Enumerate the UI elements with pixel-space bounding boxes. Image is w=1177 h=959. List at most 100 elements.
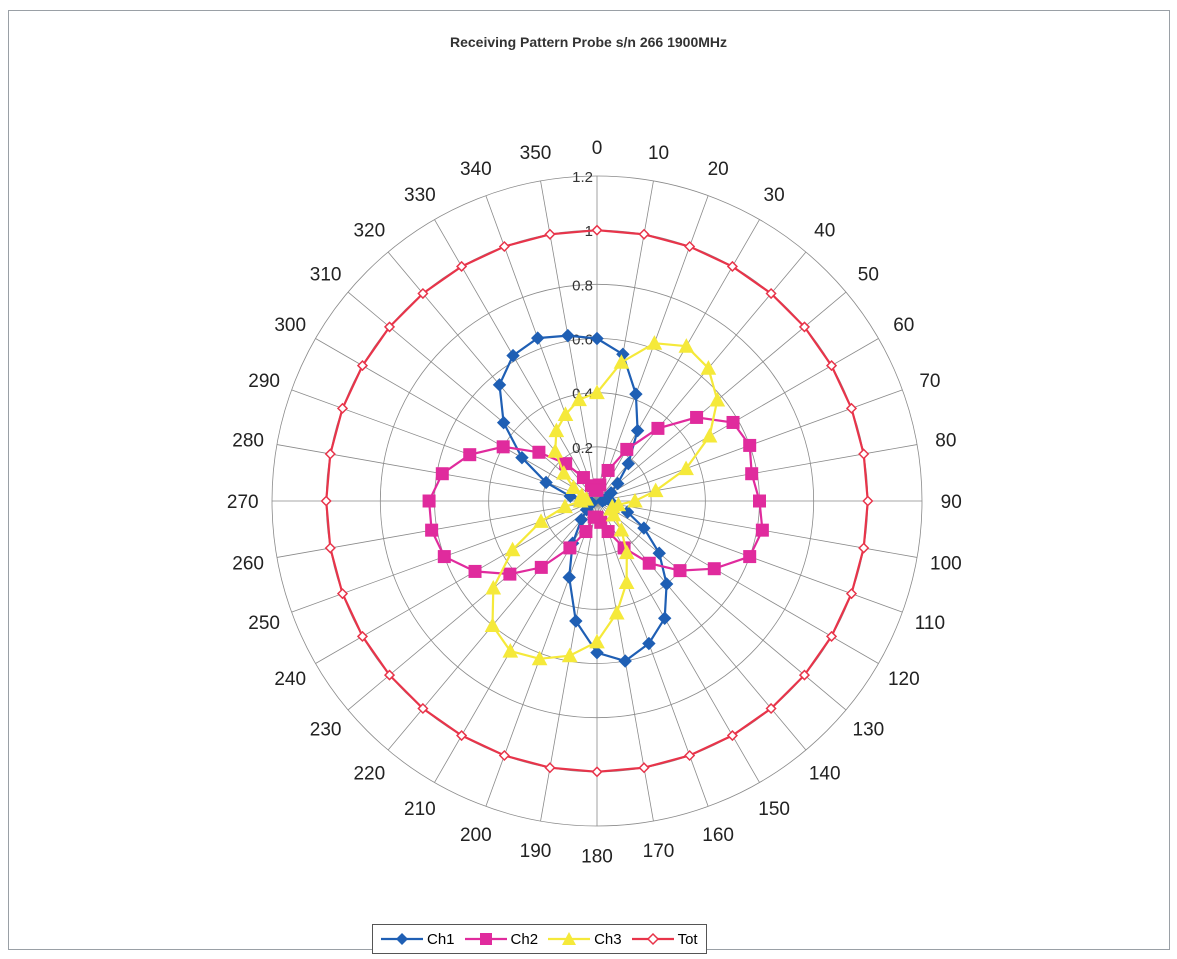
legend-item-ch2: Ch2 — [464, 930, 539, 948]
data-point-tot — [336, 402, 349, 414]
data-point-ch1 — [590, 331, 604, 346]
legend-label: Ch1 — [427, 930, 455, 948]
data-point-ch2 — [620, 442, 634, 456]
legend-swatch — [631, 932, 674, 946]
data-point-tot — [591, 766, 603, 778]
data-point-ch2 — [745, 467, 759, 481]
data-point-tot — [456, 729, 468, 742]
angle-tick-label: 0 — [592, 138, 603, 159]
data-point-ch1 — [574, 512, 589, 527]
data-point-ch3 — [605, 506, 622, 522]
data-point-ch3 — [627, 492, 643, 508]
grid-spoke — [596, 500, 879, 664]
angle-tick-label: 180 — [581, 846, 613, 867]
data-point-ch2 — [588, 483, 602, 497]
data-point-tot — [591, 224, 603, 236]
data-point-ch3 — [678, 338, 695, 353]
data-point-ch3 — [647, 482, 664, 498]
angle-tick-label: 250 — [248, 613, 280, 634]
data-point-ch3 — [565, 479, 582, 494]
data-point-tot — [858, 542, 870, 554]
angle-tick-label: 290 — [248, 371, 280, 392]
data-point-ch1 — [515, 450, 529, 465]
angle-tick-label: 260 — [232, 554, 264, 575]
data-point-ch1 — [506, 348, 520, 363]
grid-spoke — [485, 500, 598, 807]
data-point-ch2 — [673, 564, 687, 578]
data-point-ch1 — [630, 423, 645, 438]
data-point-ch2 — [755, 523, 769, 537]
data-point-ch2 — [743, 550, 757, 564]
legend-item-tot: Tot — [631, 931, 698, 948]
data-point-tot — [324, 542, 336, 554]
data-point-tot — [456, 260, 468, 273]
data-point-ch1 — [652, 546, 666, 560]
data-point-ch3 — [504, 541, 521, 557]
angle-tick-label: 200 — [460, 825, 492, 846]
angle-tick-label: 70 — [919, 371, 940, 392]
data-point-ch2 — [707, 562, 721, 576]
grid-spoke — [434, 219, 598, 502]
data-point-ch1 — [569, 614, 583, 628]
data-point-tot — [825, 360, 838, 372]
data-point-tot — [356, 630, 369, 642]
data-point-tot — [765, 287, 777, 300]
radial-tick-label: 0.8 — [572, 277, 593, 294]
angle-tick-label: 280 — [232, 430, 264, 451]
data-point-ch2 — [422, 494, 436, 508]
angle-tick-label: 300 — [274, 315, 306, 336]
grid-spoke — [315, 338, 598, 502]
grid-spoke — [315, 500, 598, 664]
angle-tick-label: 110 — [915, 613, 945, 634]
data-point-ch3 — [531, 650, 548, 666]
angle-tick-label: 40 — [814, 221, 835, 242]
data-point-ch2 — [726, 415, 740, 429]
data-point-tot — [383, 321, 396, 333]
angle-tick-label: 50 — [858, 264, 879, 285]
data-point-ch1 — [658, 611, 672, 625]
data-point-tot — [726, 260, 738, 273]
data-point-tot — [356, 360, 369, 372]
angle-tick-label: 320 — [353, 221, 385, 242]
data-point-ch2 — [532, 445, 546, 459]
data-point-ch3 — [613, 521, 630, 537]
data-point-ch3 — [700, 360, 717, 375]
data-point-ch3 — [555, 465, 572, 480]
data-point-tot — [383, 669, 396, 681]
data-point-ch3 — [613, 354, 630, 369]
data-point-ch3 — [709, 391, 726, 407]
data-point-tot — [336, 588, 349, 600]
legend-swatch — [464, 933, 507, 945]
data-point-tot — [638, 762, 650, 774]
data-point-ch1 — [561, 328, 575, 343]
angle-tick-label: 190 — [520, 841, 552, 862]
angle-tick-label: 130 — [853, 720, 885, 741]
data-point-ch3 — [484, 617, 501, 632]
data-point-ch2 — [753, 494, 766, 508]
data-point-ch3 — [678, 460, 694, 476]
angle-tick-label: 340 — [460, 159, 492, 180]
data-point-tot — [320, 495, 332, 507]
data-point-tot — [417, 702, 429, 715]
data-point-ch3 — [589, 633, 605, 649]
data-point-tot — [845, 402, 858, 414]
data-point-tot — [544, 228, 556, 240]
data-point-tot — [324, 448, 336, 460]
legend-label: Ch2 — [510, 930, 539, 948]
data-point-tot — [825, 630, 838, 642]
data-point-ch3 — [701, 427, 718, 443]
angle-tick-label: 140 — [809, 763, 841, 784]
data-point-ch2 — [587, 510, 601, 524]
angle-tick-label: 330 — [404, 185, 436, 206]
angle-tick-label: 170 — [643, 841, 675, 862]
angle-tick-label: 120 — [888, 669, 920, 690]
angle-tick-label: 90 — [941, 492, 962, 513]
data-point-ch2 — [642, 556, 656, 570]
data-point-tot — [798, 669, 811, 681]
angle-tick-label: 210 — [404, 799, 436, 820]
data-point-ch1 — [595, 494, 610, 508]
data-point-tot — [417, 287, 429, 300]
data-point-tot — [544, 762, 556, 774]
data-point-ch1 — [539, 475, 553, 490]
